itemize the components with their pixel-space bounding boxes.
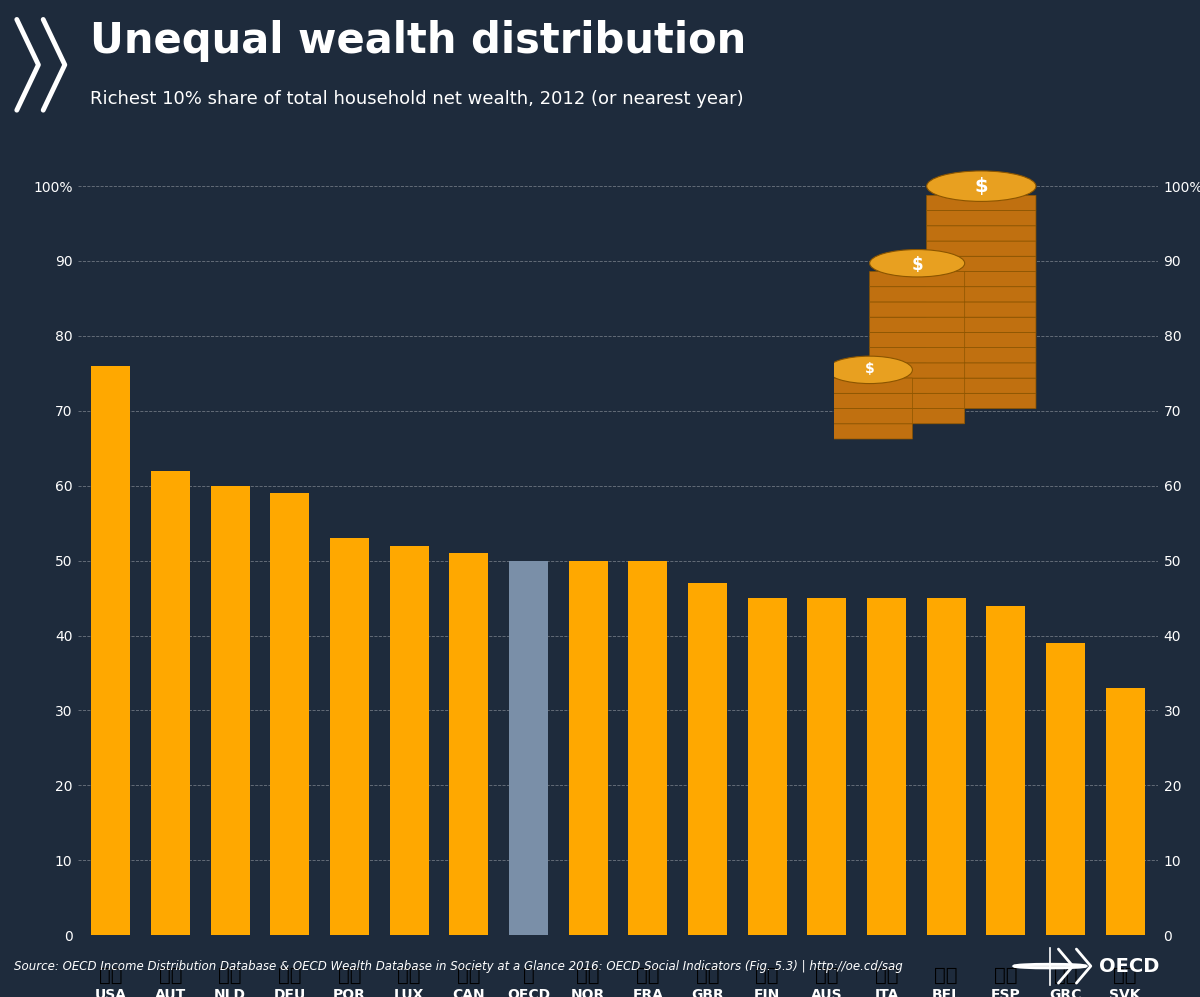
FancyBboxPatch shape: [827, 393, 912, 409]
FancyBboxPatch shape: [870, 287, 965, 302]
Bar: [91, 366, 131, 935]
Text: Unequal wealth distribution: Unequal wealth distribution: [90, 21, 746, 63]
Text: 🇨🇦: 🇨🇦: [457, 966, 480, 985]
Bar: [151, 471, 190, 935]
FancyBboxPatch shape: [926, 378, 1036, 393]
Ellipse shape: [926, 170, 1036, 201]
Bar: [748, 598, 786, 935]
Bar: [270, 494, 310, 935]
FancyBboxPatch shape: [926, 317, 1036, 332]
Bar: [629, 560, 667, 935]
Text: 🇪🇸: 🇪🇸: [994, 966, 1018, 985]
FancyBboxPatch shape: [870, 271, 965, 287]
Bar: [509, 560, 548, 935]
FancyBboxPatch shape: [926, 225, 1036, 241]
Text: 🇦🇹: 🇦🇹: [158, 966, 182, 985]
Bar: [211, 486, 250, 935]
FancyBboxPatch shape: [870, 302, 965, 317]
FancyBboxPatch shape: [926, 348, 1036, 363]
Text: 🇮🇹: 🇮🇹: [875, 966, 899, 985]
Bar: [868, 598, 906, 935]
FancyBboxPatch shape: [827, 409, 912, 424]
FancyBboxPatch shape: [870, 393, 965, 409]
Text: 🇬🇷: 🇬🇷: [1054, 966, 1078, 985]
FancyBboxPatch shape: [926, 241, 1036, 256]
Text: 🇬🇧: 🇬🇧: [696, 966, 719, 985]
FancyBboxPatch shape: [926, 271, 1036, 287]
Ellipse shape: [827, 356, 912, 384]
Ellipse shape: [870, 249, 965, 277]
Text: 🇦🇺: 🇦🇺: [815, 966, 839, 985]
FancyBboxPatch shape: [926, 195, 1036, 210]
Text: $: $: [974, 176, 988, 195]
FancyBboxPatch shape: [926, 287, 1036, 302]
Text: Richest 10% share of total household net wealth, 2012 (or nearest year): Richest 10% share of total household net…: [90, 90, 744, 108]
FancyBboxPatch shape: [870, 409, 965, 424]
FancyBboxPatch shape: [926, 363, 1036, 378]
Bar: [986, 605, 1025, 935]
FancyBboxPatch shape: [870, 378, 965, 393]
Text: $: $: [911, 256, 923, 274]
Bar: [926, 598, 966, 935]
FancyBboxPatch shape: [870, 348, 965, 363]
Text: $: $: [865, 362, 875, 376]
Text: 🇳🇱: 🇳🇱: [218, 966, 242, 985]
Text: 🇫🇮: 🇫🇮: [756, 966, 779, 985]
FancyBboxPatch shape: [926, 210, 1036, 225]
FancyBboxPatch shape: [926, 256, 1036, 271]
Text: 🌐: 🌐: [523, 966, 534, 985]
FancyBboxPatch shape: [827, 378, 912, 393]
Text: 🇳🇴: 🇳🇴: [576, 966, 600, 985]
FancyBboxPatch shape: [827, 424, 912, 439]
FancyBboxPatch shape: [870, 332, 965, 348]
Bar: [450, 553, 488, 935]
FancyBboxPatch shape: [870, 363, 965, 378]
Text: 🇺🇸: 🇺🇸: [100, 966, 122, 985]
Text: OECD: OECD: [1099, 956, 1159, 976]
Bar: [688, 583, 727, 935]
FancyBboxPatch shape: [870, 317, 965, 332]
Bar: [390, 545, 428, 935]
Text: 🇩🇪: 🇩🇪: [278, 966, 301, 985]
Text: 🇧🇪: 🇧🇪: [935, 966, 958, 985]
FancyBboxPatch shape: [926, 332, 1036, 348]
Text: Source: OECD Income Distribution Database & OECD Wealth Database in Society at a: Source: OECD Income Distribution Databas…: [14, 959, 904, 973]
Bar: [1105, 688, 1145, 935]
FancyBboxPatch shape: [926, 302, 1036, 317]
Bar: [1046, 643, 1085, 935]
Bar: [569, 560, 607, 935]
Text: 🇱🇺: 🇱🇺: [397, 966, 421, 985]
Text: 🇫🇷: 🇫🇷: [636, 966, 660, 985]
Bar: [808, 598, 846, 935]
Text: 🇸🇰: 🇸🇰: [1114, 966, 1136, 985]
Bar: [330, 538, 368, 935]
Text: 🇵🇹: 🇵🇹: [337, 966, 361, 985]
FancyBboxPatch shape: [926, 393, 1036, 409]
